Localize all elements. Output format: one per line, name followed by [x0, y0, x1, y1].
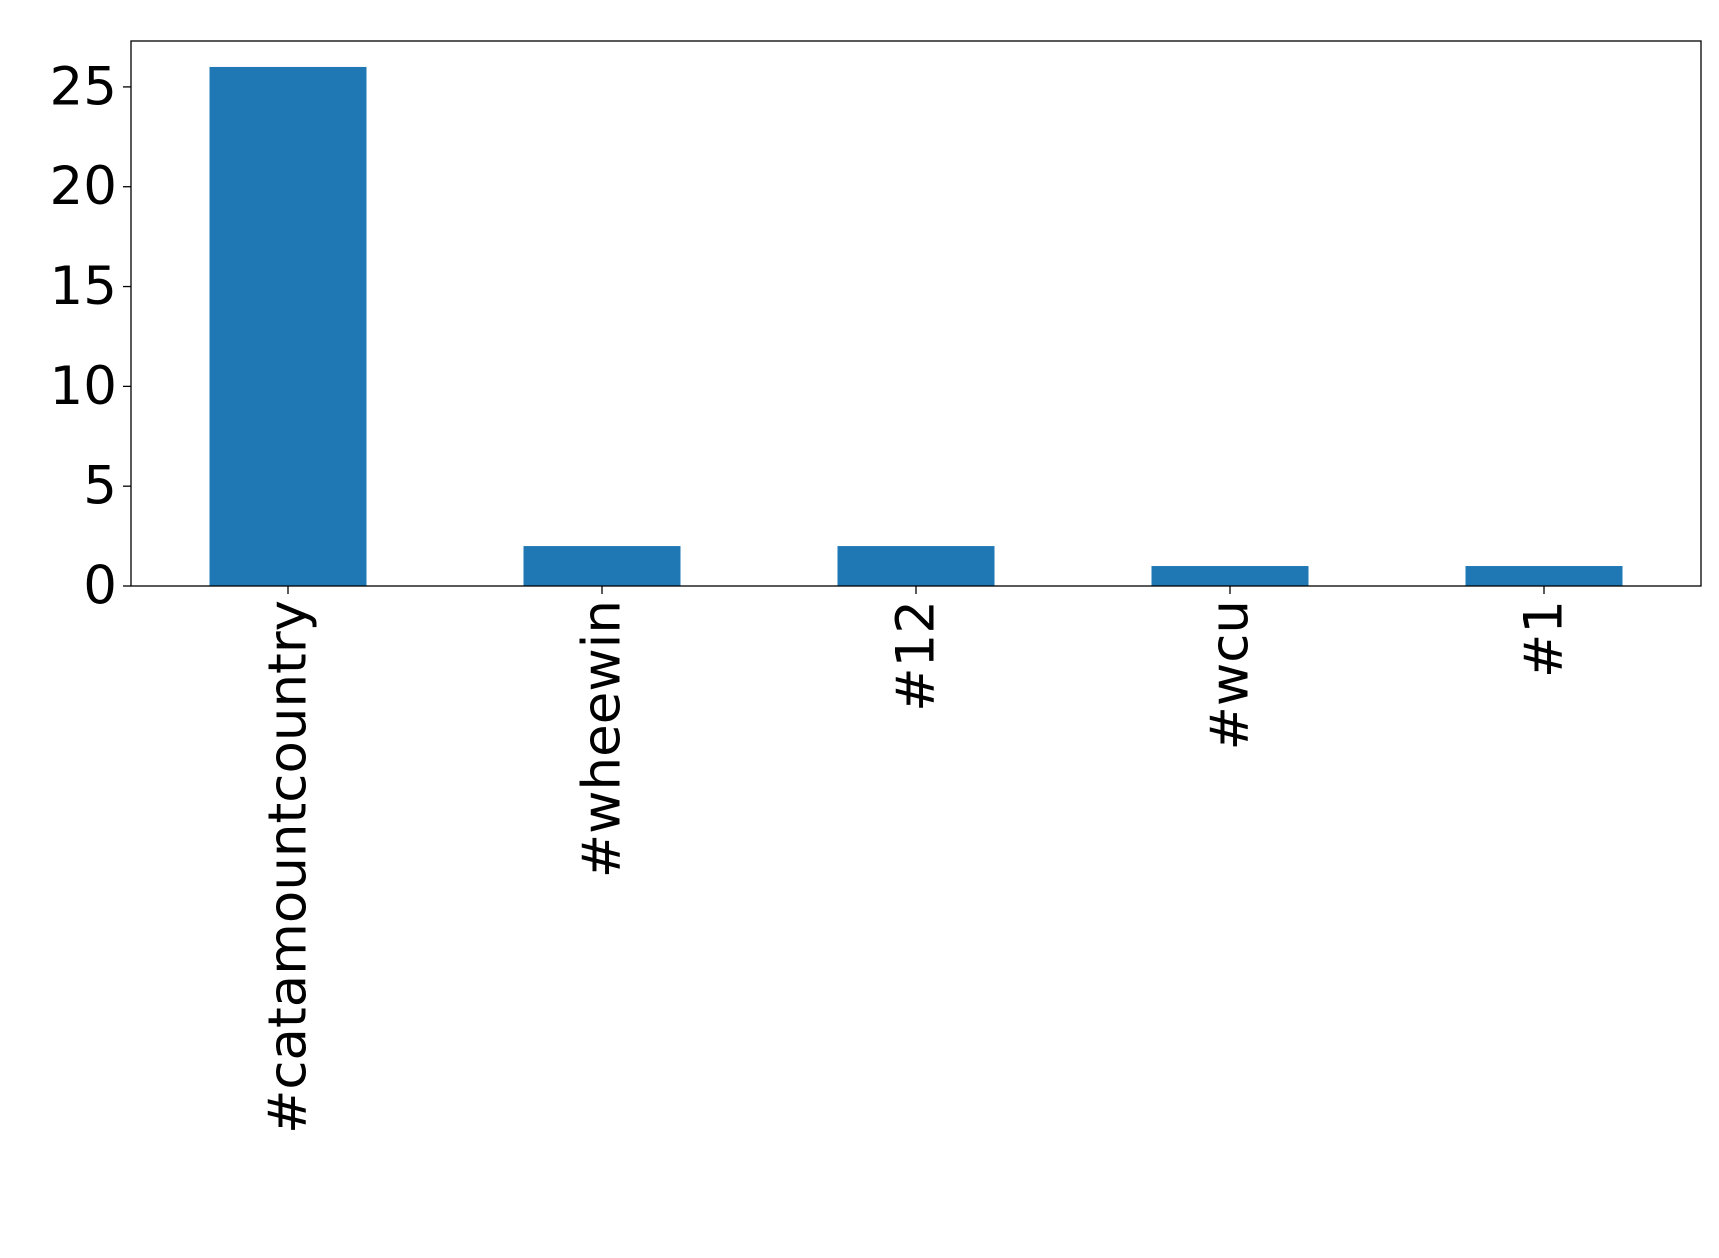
bar-0	[209, 66, 367, 586]
x-tick-label: #catamountcountry	[258, 600, 319, 1134]
x-tick-label: #wheewin	[572, 600, 633, 878]
bar-4	[1465, 566, 1623, 586]
y-tick-label: 15	[50, 256, 117, 317]
x-tick-label: #1	[1514, 600, 1575, 678]
y-tick-label: 5	[83, 456, 117, 517]
y-tick-label: 0	[83, 556, 117, 617]
y-tick-label: 20	[50, 156, 117, 217]
bar-1	[523, 546, 681, 586]
x-tick-label: #12	[886, 600, 947, 712]
x-tick-label: #wcu	[1200, 600, 1261, 751]
bar-2	[837, 546, 995, 586]
y-tick-label: 10	[50, 356, 117, 417]
bar-3	[1151, 566, 1309, 586]
y-axis-ticks: 0 5 10 15 20 25	[50, 56, 131, 617]
bars-layer	[209, 66, 1623, 586]
y-tick-label: 25	[50, 56, 117, 117]
x-axis-ticks: #catamountcountry #wheewin #12 #wcu #1	[258, 586, 1575, 1134]
